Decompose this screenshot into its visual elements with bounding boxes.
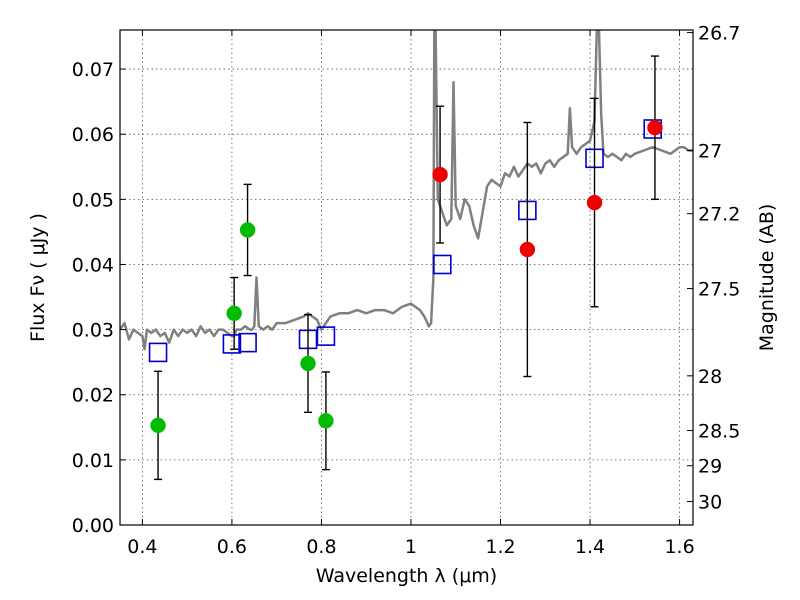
x-tick-label: 1.2 — [485, 536, 515, 558]
x-tick-label: 1.4 — [575, 536, 605, 558]
model-point-square — [222, 334, 242, 354]
grid — [120, 30, 693, 525]
right-tick-label: 26.7 — [698, 23, 740, 45]
x-tick-label: 1.6 — [664, 536, 694, 558]
y-tick-label: 0.07 — [72, 59, 114, 81]
y-tick-label: 0.02 — [72, 385, 114, 407]
x-tick-label: 0.4 — [127, 536, 157, 558]
y-tick-label: 0.03 — [72, 320, 114, 342]
right-tick-label: 27 — [698, 140, 722, 162]
model-point-square — [316, 326, 336, 346]
model-point-square — [238, 332, 257, 353]
right-tick-label: 27.5 — [698, 279, 740, 301]
y-axis-label: Flux Fν ( μJy ) — [27, 213, 49, 342]
model-point-square — [433, 254, 452, 275]
x-tick-label: 0.6 — [217, 536, 247, 558]
x-tick-label: 1 — [405, 536, 417, 558]
right-tick-label: 27.2 — [698, 204, 740, 226]
y-tick-label: 0.05 — [72, 189, 114, 211]
data-point-circle — [432, 166, 448, 183]
data-point-circle — [226, 305, 242, 322]
data-point-circle — [150, 417, 166, 434]
x-tick-label: 0.8 — [306, 536, 336, 558]
x-axis-label: Wavelength λ (μm) — [316, 565, 497, 587]
model-point-square — [148, 342, 168, 363]
y-tick-label: 0.00 — [72, 515, 114, 537]
right-tick-label: 28.5 — [698, 421, 740, 443]
y-tick-label: 0.01 — [72, 450, 114, 472]
data-point-circle — [300, 355, 316, 372]
right-tick-label: 29 — [698, 456, 722, 478]
spectrum-line — [120, 30, 693, 351]
axes-ticks: 0.4 0.6 0.8 1 1.2 1.4 1.6 0.00 0.01 0.02 0.03 0.04 0… — [72, 23, 741, 558]
y-tick-label: 0.06 — [72, 124, 114, 146]
plot-area — [120, 30, 693, 481]
right-tick-label: 30 — [698, 492, 722, 514]
data-point-circle — [647, 119, 663, 136]
data-point-circle — [318, 413, 334, 429]
right-tick-label: 28 — [698, 366, 722, 388]
axes-frame — [119, 29, 694, 526]
data-point-circle — [239, 222, 256, 238]
data-point-circle — [586, 194, 603, 211]
y-axis-right-label: Magnitude (AB) — [756, 204, 778, 352]
y-tick-label: 0.04 — [72, 254, 114, 276]
data-point-circle — [519, 241, 536, 258]
